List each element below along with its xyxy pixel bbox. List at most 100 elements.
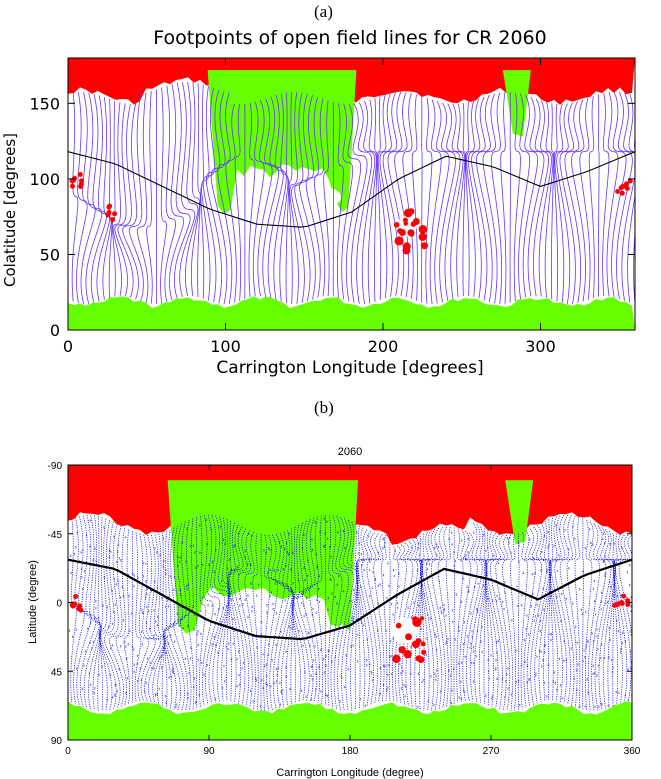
field-dot (427, 700, 429, 703)
field-dot (329, 577, 331, 581)
field-dot (487, 658, 489, 661)
northern-hole-extension (420, 641, 426, 647)
x-tick-label: 300 (525, 337, 556, 356)
field-line (556, 103, 571, 304)
field-dot (161, 666, 163, 669)
field-line (414, 537, 423, 709)
field-dot (382, 538, 384, 541)
field-dot (275, 612, 278, 615)
field-line (459, 529, 472, 702)
field-dot (277, 568, 279, 572)
field-line (146, 90, 153, 304)
field-dot (173, 588, 175, 591)
field-dot (558, 657, 561, 660)
field-dot (164, 605, 167, 609)
field-dot (610, 585, 612, 589)
field-dot (310, 674, 312, 677)
field-line (114, 103, 128, 297)
field-dot (361, 563, 363, 567)
lobe-gap (312, 187, 342, 207)
field-dot (435, 543, 438, 546)
field-dot (597, 664, 600, 667)
field-dot (311, 698, 313, 701)
field-line (117, 103, 134, 298)
field-dot (448, 537, 451, 541)
field-dot (95, 607, 97, 610)
field-dot (75, 628, 77, 631)
field-dot (117, 544, 120, 547)
field-line (549, 517, 554, 702)
field-dot (546, 571, 548, 574)
chart-b-xlabel: Carrington Longitude (degree) (276, 767, 423, 779)
field-dot (439, 690, 441, 693)
field-dot (366, 664, 368, 667)
field-dot (148, 627, 151, 631)
field-dot (426, 568, 429, 571)
field-line (538, 522, 552, 703)
field-line (627, 94, 635, 303)
field-line (169, 84, 185, 301)
field-line (612, 532, 616, 706)
northern-hole-extension (415, 655, 423, 662)
field-dot (530, 604, 533, 608)
field-dot (532, 557, 535, 560)
field-dot (311, 613, 313, 616)
field-dot (259, 704, 262, 708)
field-dot (398, 572, 400, 575)
edge-footpoint (77, 603, 83, 609)
field-dot (247, 594, 249, 597)
field-dot (106, 698, 108, 701)
field-dot (379, 692, 381, 695)
field-dot (523, 638, 525, 642)
field-dot (289, 688, 291, 691)
field-line (188, 518, 195, 710)
field-dot (560, 620, 562, 623)
field-dot (170, 633, 172, 637)
field-line (381, 534, 388, 702)
field-dot (195, 701, 197, 704)
field-dot (173, 576, 176, 579)
field-dot (612, 561, 614, 564)
field-line (276, 533, 293, 709)
field-dot (327, 649, 329, 653)
field-line (420, 530, 435, 711)
field-dot (368, 557, 370, 560)
field-dot (237, 532, 240, 535)
field-dot (460, 698, 462, 701)
field-dot (518, 544, 520, 547)
field-dot (371, 672, 373, 675)
edge-footpoint (110, 217, 116, 223)
field-dot (586, 678, 588, 681)
field-dot (238, 573, 240, 576)
field-dot (290, 591, 293, 594)
field-dot (194, 613, 196, 616)
field-dot (192, 544, 194, 547)
field-dot (462, 577, 465, 580)
field-dot (244, 549, 246, 552)
field-dot (290, 588, 292, 591)
field-dot (167, 599, 169, 602)
field-line (510, 534, 516, 711)
field-line (227, 520, 232, 702)
northern-hole-extension (393, 222, 400, 228)
field-dot (257, 583, 260, 586)
field-dot (600, 600, 603, 603)
field-dot (157, 615, 159, 618)
field-dot (217, 651, 219, 654)
field-dot (186, 527, 188, 530)
field-line (291, 522, 306, 702)
field-line (437, 526, 449, 708)
field-dot (517, 541, 520, 544)
field-line (559, 102, 576, 304)
field-dot (83, 664, 85, 667)
field-dot (250, 563, 252, 566)
field-line (518, 93, 531, 300)
field-line (462, 530, 478, 702)
field-line (115, 527, 127, 706)
field-dot (194, 551, 196, 554)
field-dot (167, 605, 170, 608)
field-line (550, 103, 555, 300)
field-dot (425, 637, 427, 640)
field-line (466, 100, 476, 297)
field-dot (328, 649, 330, 652)
